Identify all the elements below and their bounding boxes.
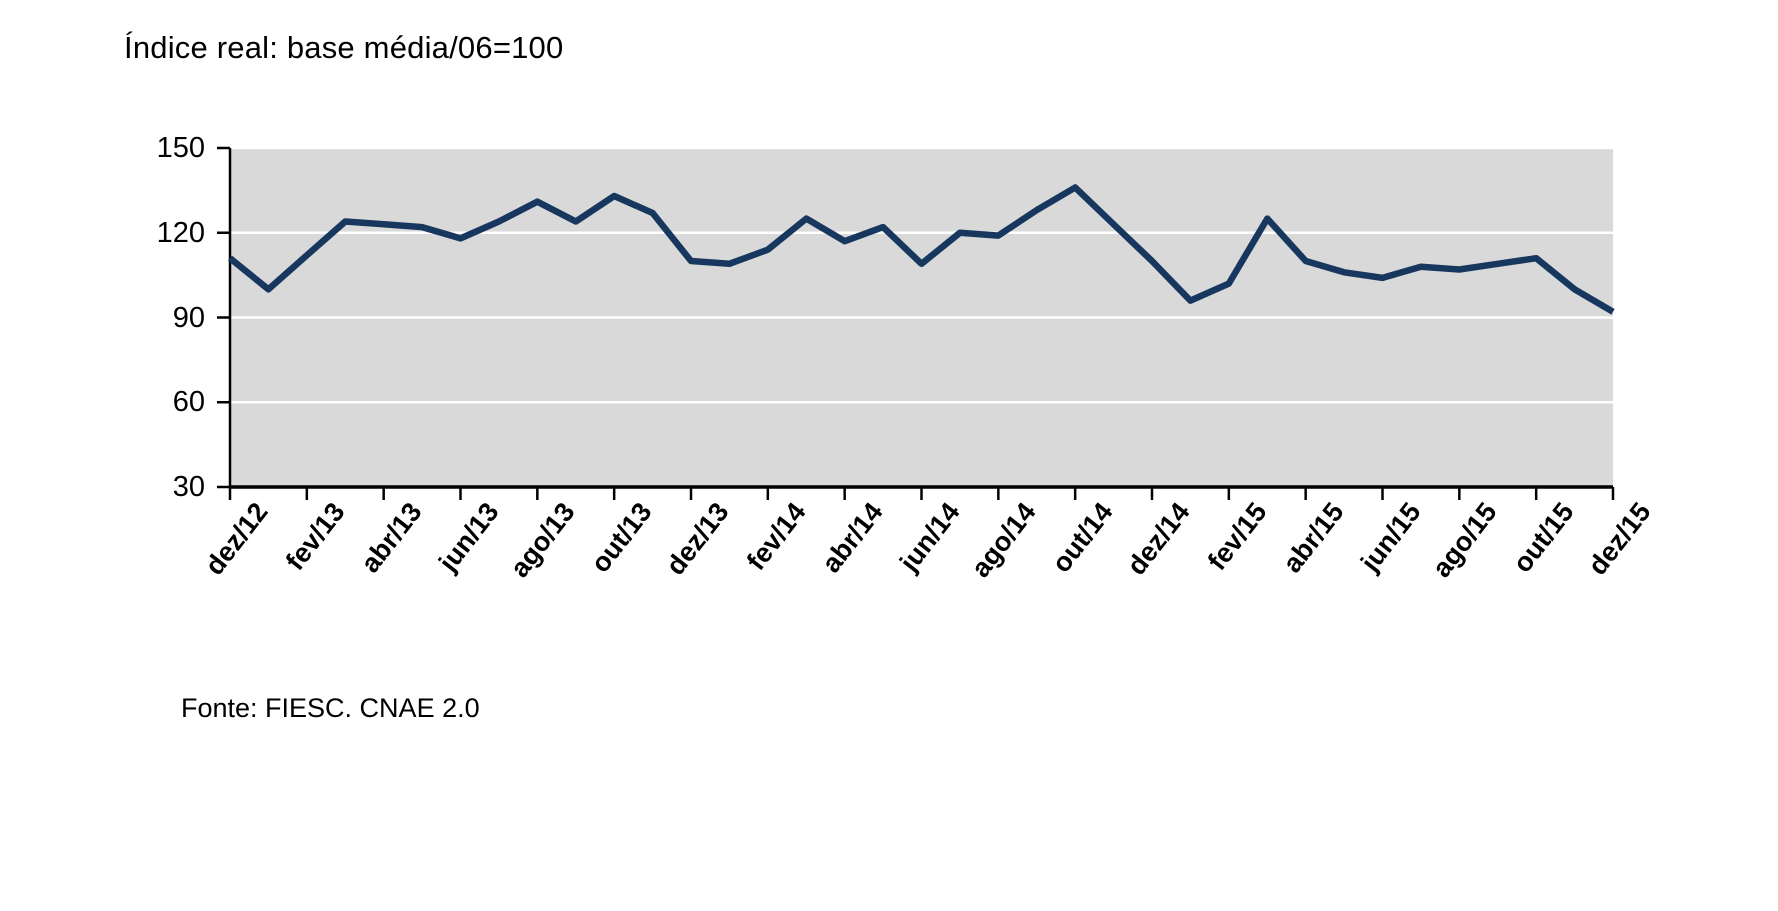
x-axis-label: abr/15 xyxy=(1276,497,1350,579)
x-axis-label: fev/13 xyxy=(279,497,351,576)
y-axis-label: 30 xyxy=(172,471,205,503)
x-axis-label: fev/14 xyxy=(740,497,812,576)
plot-svg xyxy=(217,146,1615,500)
x-axis-label: dez/14 xyxy=(1121,497,1196,581)
y-axis-label: 60 xyxy=(172,386,205,419)
x-axis-label: jun/14 xyxy=(893,497,966,577)
data-line xyxy=(227,184,1615,315)
x-axis-label: ago/15 xyxy=(1426,497,1503,583)
x-axis-label: ago/14 xyxy=(965,497,1042,583)
x-axis-label: ago/13 xyxy=(504,497,581,583)
x-axis-label: out/13 xyxy=(585,497,658,579)
x-axis-label: jun/13 xyxy=(432,497,505,577)
x-axis-label: out/15 xyxy=(1507,497,1580,579)
x-axis-label: dez/12 xyxy=(199,497,274,581)
source-note: Fonte: FIESC. CNAE 2.0 xyxy=(181,693,480,723)
x-axis-label: dez/13 xyxy=(660,497,735,581)
chart-title: Índice real: base média/06=100 xyxy=(124,30,564,65)
x-axis-label: out/14 xyxy=(1046,497,1119,579)
plot-area xyxy=(217,146,1615,500)
x-axis-label: fev/15 xyxy=(1201,497,1273,576)
y-axis-label: 90 xyxy=(172,301,205,334)
x-axis-label: jun/15 xyxy=(1354,497,1427,577)
x-axis-label: abr/13 xyxy=(354,497,428,579)
y-axis-label: 120 xyxy=(156,216,205,249)
y-axis-label: 150 xyxy=(156,132,205,164)
x-axis-label: dez/15 xyxy=(1582,497,1657,581)
x-axis-label: abr/14 xyxy=(815,497,889,579)
